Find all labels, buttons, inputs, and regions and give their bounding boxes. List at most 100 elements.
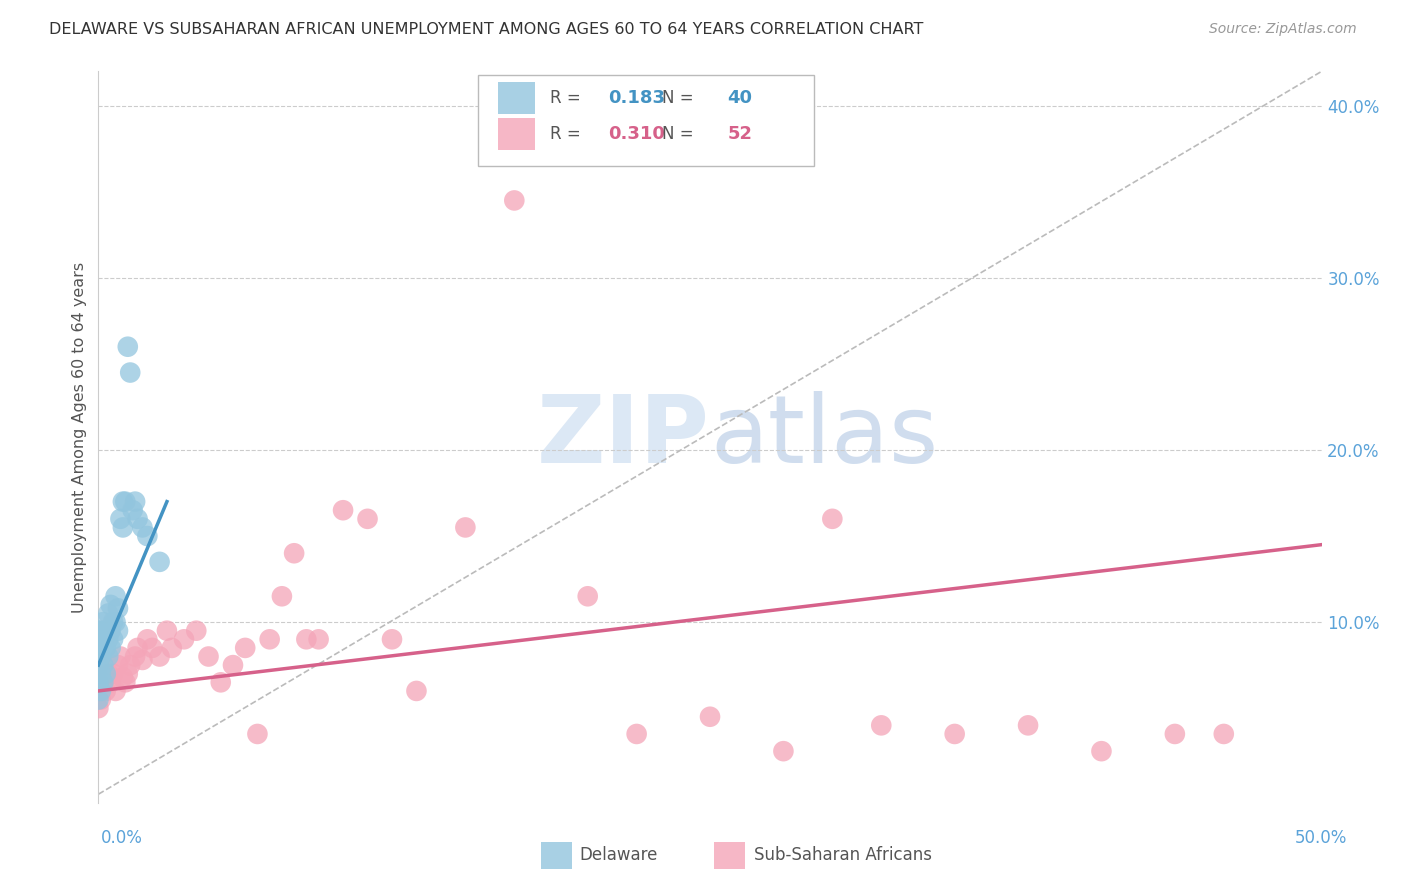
Text: 40: 40 bbox=[727, 89, 752, 107]
Point bbox=[91, 632, 114, 647]
Point bbox=[101, 666, 124, 681]
Point bbox=[110, 512, 132, 526]
Point bbox=[104, 684, 127, 698]
Y-axis label: Unemployment Among Ages 60 to 64 years: Unemployment Among Ages 60 to 64 years bbox=[72, 261, 87, 613]
Point bbox=[186, 624, 208, 638]
Point bbox=[821, 512, 844, 526]
Point bbox=[626, 727, 648, 741]
Point bbox=[772, 744, 794, 758]
Point bbox=[87, 692, 110, 706]
Point bbox=[90, 684, 112, 698]
Point bbox=[97, 666, 120, 681]
Point bbox=[87, 684, 110, 698]
Point bbox=[120, 658, 142, 673]
Point bbox=[111, 670, 134, 684]
Text: 0.310: 0.310 bbox=[609, 125, 665, 143]
Point bbox=[381, 632, 404, 647]
Point bbox=[503, 194, 526, 208]
Text: Source: ZipAtlas.com: Source: ZipAtlas.com bbox=[1209, 22, 1357, 37]
Point bbox=[100, 675, 122, 690]
Point bbox=[87, 640, 110, 655]
Point bbox=[121, 503, 143, 517]
Text: N =: N = bbox=[662, 125, 699, 143]
Point bbox=[101, 615, 124, 629]
Point bbox=[97, 649, 120, 664]
Point bbox=[90, 666, 112, 681]
Point bbox=[120, 366, 142, 380]
Point bbox=[197, 649, 219, 664]
Point bbox=[259, 632, 281, 647]
Text: ZIP: ZIP bbox=[537, 391, 710, 483]
Text: DELAWARE VS SUBSAHARAN AFRICAN UNEMPLOYMENT AMONG AGES 60 TO 64 YEARS CORRELATIO: DELAWARE VS SUBSAHARAN AFRICAN UNEMPLOYM… bbox=[49, 22, 924, 37]
Point bbox=[107, 658, 129, 673]
Point bbox=[405, 684, 427, 698]
Point bbox=[136, 529, 159, 543]
Text: N =: N = bbox=[662, 89, 699, 107]
Point bbox=[111, 494, 134, 508]
Text: 52: 52 bbox=[727, 125, 752, 143]
Text: 50.0%: 50.0% bbox=[1295, 829, 1347, 847]
Point bbox=[1090, 744, 1112, 758]
Point bbox=[308, 632, 330, 647]
Point bbox=[91, 675, 114, 690]
Point bbox=[127, 512, 149, 526]
Point bbox=[111, 520, 134, 534]
Point bbox=[1164, 727, 1187, 741]
Point bbox=[114, 494, 136, 508]
Point bbox=[94, 624, 117, 638]
Text: atlas: atlas bbox=[710, 391, 938, 483]
Point bbox=[131, 520, 153, 534]
Text: Sub-Saharan Africans: Sub-Saharan Africans bbox=[754, 847, 932, 864]
Text: R =: R = bbox=[550, 89, 586, 107]
Point bbox=[97, 632, 120, 647]
Point bbox=[699, 710, 721, 724]
Point bbox=[1017, 718, 1039, 732]
Text: 0.0%: 0.0% bbox=[101, 829, 143, 847]
Point bbox=[87, 675, 110, 690]
Point bbox=[91, 658, 114, 673]
Point bbox=[141, 640, 163, 655]
Point bbox=[91, 615, 114, 629]
Point bbox=[97, 607, 120, 621]
Text: R =: R = bbox=[550, 125, 586, 143]
Point bbox=[114, 675, 136, 690]
FancyBboxPatch shape bbox=[498, 118, 536, 150]
Point bbox=[283, 546, 305, 560]
Point bbox=[87, 701, 110, 715]
Point bbox=[110, 649, 132, 664]
Point bbox=[173, 632, 195, 647]
Point bbox=[91, 675, 114, 690]
Point bbox=[127, 640, 149, 655]
Point bbox=[233, 640, 256, 655]
Point bbox=[295, 632, 318, 647]
Point bbox=[160, 640, 183, 655]
Point bbox=[90, 649, 112, 664]
Point bbox=[270, 589, 294, 603]
Text: Delaware: Delaware bbox=[579, 847, 658, 864]
Point bbox=[94, 666, 117, 681]
Point bbox=[90, 624, 112, 638]
Point bbox=[356, 512, 378, 526]
Point bbox=[87, 658, 110, 673]
Point bbox=[117, 340, 139, 354]
Point bbox=[222, 658, 245, 673]
Point bbox=[943, 727, 966, 741]
Point bbox=[124, 494, 146, 508]
Point bbox=[94, 640, 117, 655]
Point bbox=[107, 601, 129, 615]
Text: 0.183: 0.183 bbox=[609, 89, 665, 107]
Point bbox=[107, 624, 129, 638]
Point bbox=[332, 503, 354, 517]
Point bbox=[90, 692, 112, 706]
Point bbox=[101, 632, 124, 647]
Point bbox=[454, 520, 477, 534]
Point bbox=[149, 555, 172, 569]
Point bbox=[870, 718, 893, 732]
Point bbox=[131, 653, 153, 667]
FancyBboxPatch shape bbox=[498, 82, 536, 114]
Point bbox=[117, 666, 139, 681]
Point bbox=[124, 649, 146, 664]
Point bbox=[136, 632, 159, 647]
Point bbox=[104, 615, 127, 629]
Point bbox=[1212, 727, 1234, 741]
